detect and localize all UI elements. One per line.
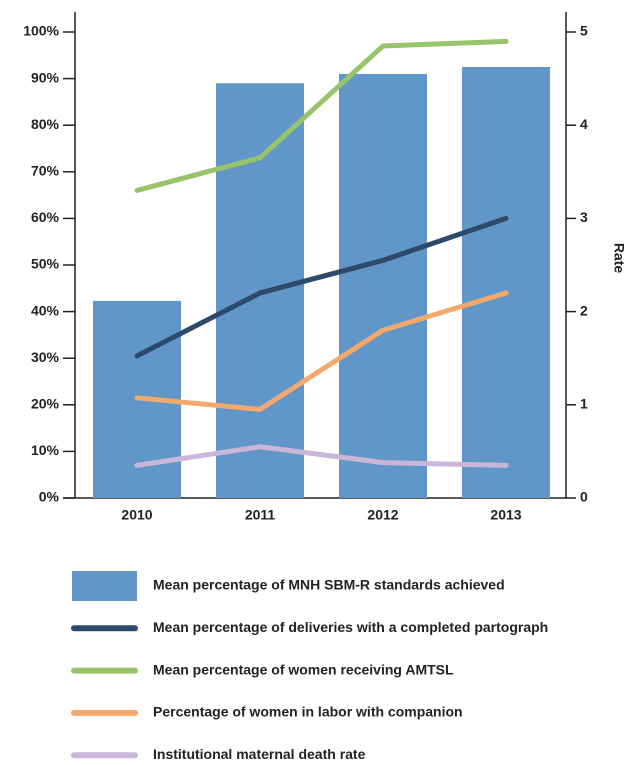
y-tick-label: 80% xyxy=(31,116,60,132)
y-tick-label: 70% xyxy=(31,163,60,179)
y-tick-label: 50% xyxy=(31,256,60,272)
legend-label: Mean percentage of deliveries with a com… xyxy=(153,619,548,635)
legend-swatch xyxy=(72,571,137,601)
x-tick-label: 2012 xyxy=(367,507,398,523)
legend-label: Institutional maternal death rate xyxy=(153,746,366,762)
y-tick-label: 100% xyxy=(23,23,59,39)
y-tick-label: 30% xyxy=(31,349,60,365)
y2-tick-label: 3 xyxy=(580,209,588,225)
line xyxy=(134,444,509,468)
line xyxy=(134,290,509,412)
x-tick-label: 2013 xyxy=(490,507,521,523)
bar xyxy=(339,73,427,498)
legend-label: Percentage of women in labor with compan… xyxy=(153,704,463,720)
x-tick-label: 2010 xyxy=(121,507,152,523)
y-tick-label: 0% xyxy=(39,489,60,505)
bar xyxy=(462,66,550,498)
x-tick-label: 2011 xyxy=(245,507,276,523)
y-tick-label: 90% xyxy=(31,69,60,85)
y-tick-label: 40% xyxy=(31,302,60,318)
y2-tick-label: 4 xyxy=(580,116,588,132)
y2-tick-label: 5 xyxy=(580,23,588,39)
line xyxy=(134,215,509,359)
y2-tick-label: 2 xyxy=(580,302,588,318)
y2-axis-label: Rate xyxy=(611,243,627,274)
y2-tick-label: 0 xyxy=(580,489,588,505)
y2-tick-label: 1 xyxy=(580,396,588,412)
y-tick-label: 60% xyxy=(31,209,60,225)
line xyxy=(134,38,509,193)
y-tick-label: 20% xyxy=(31,396,60,412)
legend-label: Mean percentage of MNH SBM-R standards a… xyxy=(153,577,505,593)
legend-label: Mean percentage of women receiving AMTSL xyxy=(153,661,454,677)
y-tick-label: 10% xyxy=(31,442,60,458)
